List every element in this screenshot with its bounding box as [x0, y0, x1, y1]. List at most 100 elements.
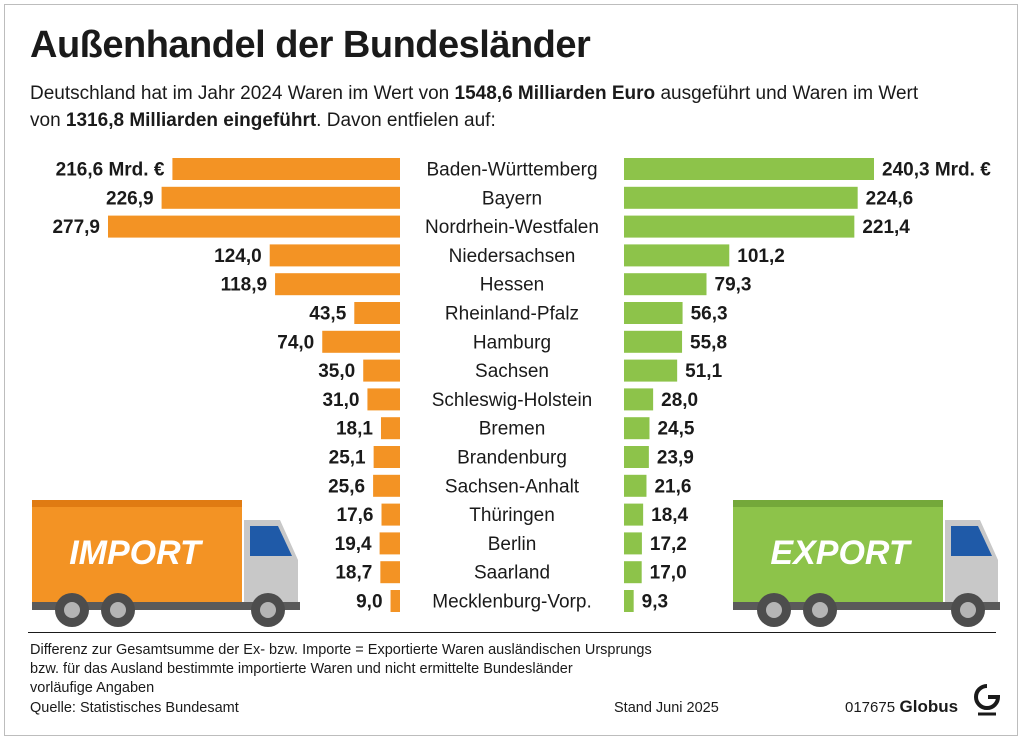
import-value-label: 25,1: [329, 448, 366, 469]
import-value-label: 226,9: [106, 188, 154, 209]
intro-import-total: 1316,8 Milliarden eingeführt: [65, 110, 317, 131]
state-label: Bayern: [482, 188, 542, 209]
export-value-label: 240,3 Mrd. €: [882, 160, 991, 181]
import-value-label: 25,6: [328, 476, 365, 497]
export-value-label: 51,1: [685, 361, 722, 382]
export-value-label: 221,4: [862, 217, 910, 238]
footnote-line: bzw. für das Ausland bestimmte importier…: [30, 661, 573, 677]
import-value-label: 19,4: [335, 534, 372, 555]
import-bar: [367, 388, 400, 411]
globus-logo-icon: [974, 684, 1001, 716]
import-truck: IMPORT: [32, 500, 300, 627]
import-truck-hub: [110, 602, 126, 618]
import-bar: [373, 446, 400, 468]
export-value-label: 18,4: [651, 505, 688, 526]
export-value-label: 56,3: [691, 304, 728, 325]
export-value-label: 21,6: [654, 476, 691, 497]
bars-group: Baden-Württemberg 216,6 Mrd. € 240,3 Mrd. …: [52, 158, 991, 613]
export-bar: [624, 388, 654, 411]
import-bar: [269, 244, 400, 267]
export-bar: [624, 244, 730, 267]
export-bar: [624, 302, 683, 324]
footnote: Differenz zur Gesamtsumme der Ex- bzw. I…: [30, 641, 750, 698]
state-label: Hessen: [480, 275, 544, 296]
brand-name: Globus: [899, 697, 959, 716]
import-bar: [381, 503, 400, 526]
export-truck-window: [951, 526, 992, 556]
export-truck-label: EXPORT: [770, 534, 912, 572]
import-truck-cargo-top: [32, 500, 242, 507]
state-label: Berlin: [488, 534, 537, 555]
import-truck-cargo: [32, 500, 242, 604]
export-value-label: 79,3: [715, 275, 752, 296]
import-bar: [354, 302, 400, 324]
logo-g-shape: [974, 684, 1001, 710]
export-value-label: 23,9: [657, 448, 694, 469]
import-value-label: 31,0: [322, 390, 359, 411]
export-bar: [624, 503, 644, 526]
state-label: Bremen: [479, 419, 546, 440]
import-truck-window: [250, 526, 292, 556]
export-bar: [624, 186, 858, 209]
export-truck: EXPORT: [733, 500, 1000, 627]
import-bar: [161, 186, 400, 209]
import-truck-label: IMPORT: [69, 534, 204, 572]
state-label: Rheinland-Pfalz: [445, 304, 579, 325]
export-truck-cargo-top: [733, 500, 943, 507]
import-value-label: 35,0: [318, 361, 355, 382]
export-bar: [624, 532, 642, 555]
source-text: Quelle: Statistisches Bundesamt: [30, 700, 239, 716]
export-value-label: 28,0: [661, 390, 698, 411]
state-label: Brandenburg: [457, 448, 567, 469]
import-value-label: 18,7: [335, 563, 372, 584]
state-label: Hamburg: [473, 332, 551, 353]
import-value-label: 43,5: [309, 304, 346, 325]
intro-export-total: 1548,6 Milliarden Euro: [454, 83, 656, 104]
intro-text: Deutschland hat im Jahr 2024 Waren im We…: [30, 80, 930, 134]
export-truck-cargo: [733, 500, 943, 604]
state-label: Sachsen: [475, 361, 549, 382]
export-truck-hub: [812, 602, 828, 618]
import-value-label: 9,0: [356, 592, 382, 613]
export-bar: [624, 474, 647, 497]
footnote-line: Differenz zur Gesamtsumme der Ex- bzw. I…: [30, 642, 652, 658]
export-bar: [624, 417, 650, 440]
export-bar: [624, 446, 649, 468]
import-truck-hub: [64, 602, 80, 618]
intro-part3: . Davon entfielen auf:: [316, 110, 496, 131]
import-value-label: 18,1: [336, 419, 373, 440]
import-bar: [373, 474, 400, 497]
intro-part1: Deutschland hat im Jahr 2024 Waren im We…: [30, 83, 455, 104]
export-truck-hub: [960, 602, 976, 618]
export-value-label: 9,3: [642, 592, 668, 613]
separator-line: [28, 632, 996, 633]
import-bar: [390, 590, 400, 612]
import-value-label: 124,0: [214, 246, 262, 267]
import-bar: [379, 532, 400, 555]
export-bar: [624, 590, 634, 612]
stand-date: Stand Juni 2025: [614, 700, 719, 716]
export-value-label: 224,6: [866, 188, 914, 209]
state-label: Thüringen: [469, 505, 555, 526]
export-bar: [624, 330, 683, 353]
export-truck-hub: [766, 602, 782, 618]
import-bar: [322, 330, 400, 353]
intro-part2: ausgeführt und Waren im Wert von: [30, 83, 919, 131]
import-value-label: 277,9: [52, 217, 100, 238]
export-bar: [624, 273, 707, 296]
state-label: Saarland: [474, 563, 550, 584]
state-label: Niedersachsen: [449, 246, 576, 267]
import-truck-chassis: [32, 602, 300, 610]
import-bar: [363, 359, 400, 382]
export-bar: [624, 215, 855, 238]
import-truck-hub: [260, 602, 276, 618]
export-truck-chassis: [733, 602, 1000, 610]
export-value-label: 17,2: [650, 534, 687, 555]
export-bar: [624, 561, 642, 584]
state-label: Schleswig-Holstein: [432, 390, 593, 411]
import-bar: [108, 215, 400, 238]
export-value-label: 24,5: [657, 419, 694, 440]
import-bar: [380, 561, 400, 584]
state-label: Baden-Württemberg: [426, 160, 597, 181]
